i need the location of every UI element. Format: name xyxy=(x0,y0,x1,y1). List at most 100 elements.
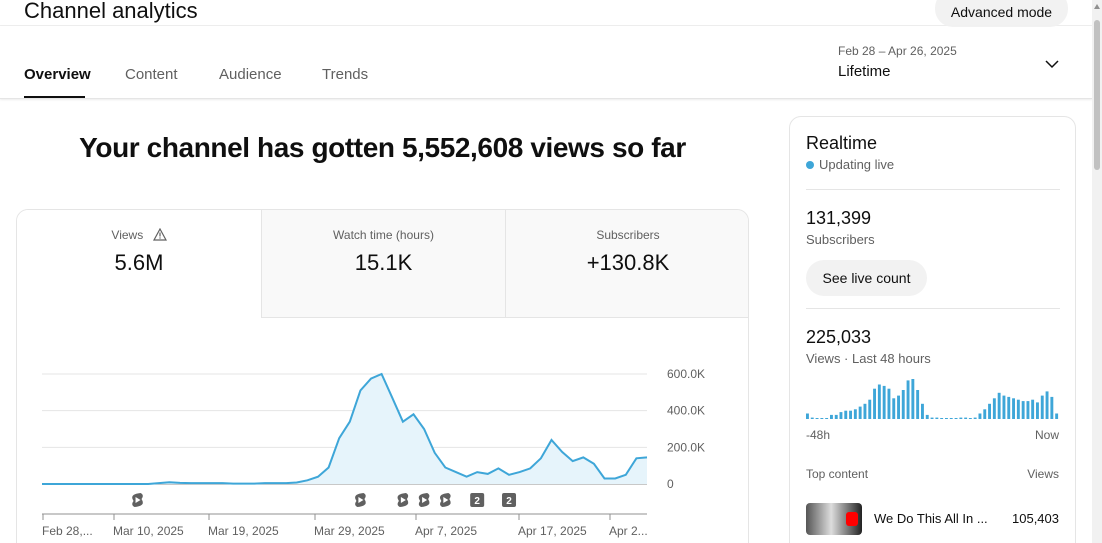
realtime-bar[interactable] xyxy=(964,417,968,419)
page-scrollbar[interactable] xyxy=(1092,0,1102,543)
play-icon xyxy=(135,497,141,503)
realtime-bar[interactable] xyxy=(863,403,867,419)
tab-overview[interactable]: Overview xyxy=(24,66,91,83)
realtime-bar[interactable] xyxy=(1055,413,1059,420)
scroll-up-arrow-icon[interactable] xyxy=(1094,4,1100,9)
top-content-views: 105,403 xyxy=(1012,511,1059,526)
realtime-bar[interactable] xyxy=(897,395,900,419)
tab-bar: Overview Content Audience Trends Feb 28 … xyxy=(0,26,1092,99)
count-badge[interactable] xyxy=(470,493,485,507)
metric-tab-subscribers[interactable]: Subscribers +130.8K xyxy=(505,210,748,318)
realtime-bar[interactable] xyxy=(815,418,819,419)
active-tab-indicator xyxy=(24,96,85,98)
realtime-bar[interactable] xyxy=(1016,399,1020,419)
realtime-bar[interactable] xyxy=(1007,396,1011,419)
date-range-label[interactable]: Lifetime xyxy=(838,63,891,80)
realtime-bar[interactable] xyxy=(949,418,953,419)
realtime-bar[interactable] xyxy=(901,390,905,419)
realtime-bar[interactable] xyxy=(959,417,963,419)
views-chart-card: Views 5.6M Watch time (hours) 15.1K Subs… xyxy=(16,209,749,543)
divider xyxy=(806,189,1060,190)
live-status-text: Updating live xyxy=(819,157,895,172)
realtime-bar[interactable] xyxy=(911,379,915,419)
realtime-bar[interactable] xyxy=(882,385,886,419)
tab-content[interactable]: Content xyxy=(125,66,178,83)
realtime-bar[interactable] xyxy=(887,388,891,419)
realtime-bar[interactable] xyxy=(858,406,862,419)
realtime-bar[interactable] xyxy=(978,413,982,420)
tab-audience[interactable]: Audience xyxy=(219,66,282,83)
realtime-bar[interactable] xyxy=(839,412,843,419)
y-tick-label: 0 xyxy=(667,477,674,491)
realtime-bar[interactable] xyxy=(1012,398,1015,419)
metric-value: 5.6M xyxy=(114,250,164,275)
realtime-bar[interactable] xyxy=(1050,396,1054,419)
realtime-bar[interactable] xyxy=(1031,399,1035,419)
realtime-bar[interactable] xyxy=(892,398,896,419)
top-content-views-heading: Views xyxy=(1027,467,1059,481)
realtime-bar[interactable] xyxy=(853,409,857,419)
realtime-bar[interactable] xyxy=(844,410,848,419)
metric-tab-views[interactable]: Views 5.6M xyxy=(17,210,261,318)
realtime-bar[interactable] xyxy=(810,417,814,419)
realtime-bar[interactable] xyxy=(1026,401,1030,419)
realtime-bar[interactable] xyxy=(1036,402,1039,419)
realtime-bar[interactable] xyxy=(921,403,924,419)
realtime-bar[interactable] xyxy=(916,390,920,419)
warning-icon[interactable] xyxy=(152,228,167,241)
realtime-bar[interactable] xyxy=(925,414,929,419)
x-tick-label: Mar 29, 2025 xyxy=(314,524,385,538)
top-content-title[interactable]: We Do This All In ... xyxy=(874,511,988,526)
realtime-bar[interactable] xyxy=(1040,395,1044,419)
scrollbar-thumb[interactable] xyxy=(1094,20,1100,170)
realtime-bar[interactable] xyxy=(825,418,829,419)
x-tick-label: Feb 28,... xyxy=(42,524,93,538)
play-icon xyxy=(358,497,364,503)
x-tick-label: Apr 2... xyxy=(609,524,648,538)
see-live-count-button[interactable]: See live count xyxy=(806,260,927,296)
tab-trends[interactable]: Trends xyxy=(322,66,369,83)
advanced-mode-button[interactable]: Advanced mode xyxy=(935,0,1068,27)
realtime-bar-chart[interactable] xyxy=(806,377,1060,419)
metric-value: +130.8K xyxy=(586,250,670,275)
x-tick-label: Mar 10, 2025 xyxy=(113,524,184,538)
realtime-bar[interactable] xyxy=(973,417,977,419)
realtime-bar[interactable] xyxy=(992,398,996,419)
realtime-bar[interactable] xyxy=(983,409,987,419)
realtime-bar[interactable] xyxy=(806,413,809,420)
realtime-bar[interactable] xyxy=(997,392,1001,419)
chevron-down-icon[interactable] xyxy=(1044,56,1060,72)
realtime-bar[interactable] xyxy=(830,414,833,419)
metric-label: Watch time (hours) xyxy=(333,228,434,242)
realtime-bar[interactable] xyxy=(906,380,910,419)
realtime-bar[interactable] xyxy=(820,418,824,419)
date-range-text[interactable]: Feb 28 – Apr 26, 2025 xyxy=(838,44,957,58)
views-series-line[interactable] xyxy=(42,372,648,485)
video-thumbnail[interactable] xyxy=(806,503,862,535)
realtime-bar[interactable] xyxy=(988,403,991,419)
realtime-bar[interactable] xyxy=(849,410,852,419)
metric-value: 15.1K xyxy=(354,250,413,275)
count-badge-text: 2 xyxy=(474,496,480,507)
realtime-bar[interactable] xyxy=(945,418,948,419)
realtime-bar[interactable] xyxy=(1021,401,1025,419)
realtime-bar[interactable] xyxy=(1045,391,1049,419)
metric-tab-watch-time[interactable]: Watch time (hours) 15.1K xyxy=(261,210,505,318)
realtime-bar[interactable] xyxy=(873,388,876,419)
realtime-bar[interactable] xyxy=(930,417,934,419)
realtime-bar[interactable] xyxy=(954,418,958,419)
page-title: Channel analytics xyxy=(24,0,198,23)
realtime-subscribers-label: Subscribers xyxy=(806,232,875,247)
realtime-views-label: Views · Last 48 hours xyxy=(806,351,931,366)
realtime-bar[interactable] xyxy=(868,399,872,419)
realtime-bar[interactable] xyxy=(940,418,944,419)
divider xyxy=(806,308,1060,309)
realtime-bar[interactable] xyxy=(834,414,838,419)
shorts-icon xyxy=(846,512,858,526)
realtime-bar[interactable] xyxy=(877,384,881,420)
count-badge[interactable] xyxy=(502,493,517,507)
views-line-chart[interactable]: 600.0K 400.0K 200.0K 0 2 2 Feb 28,... Mar 10, 2… xyxy=(17,210,749,543)
realtime-bar[interactable] xyxy=(968,418,972,419)
realtime-bar[interactable] xyxy=(1002,395,1006,419)
realtime-bar[interactable] xyxy=(935,417,939,419)
